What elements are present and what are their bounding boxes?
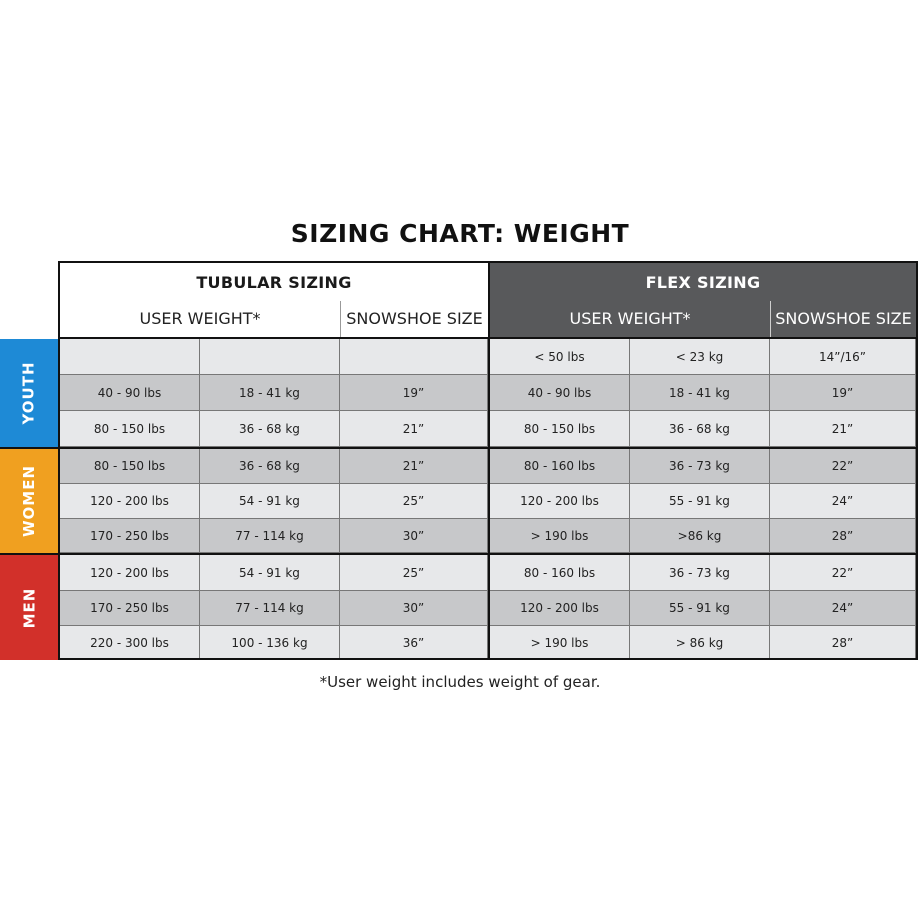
tubular-header-divider <box>340 301 341 338</box>
table-row: 80 - 150 lbs 36 - 68 kg 21” 80 - 160 lbs 36 … <box>60 449 916 484</box>
tubular-snowshoe-size-cell: 30” <box>340 519 488 553</box>
flex-weight-kg-cell: 36 - 73 kg <box>630 449 770 484</box>
flex-snowshoe-size-cell: 19” <box>770 375 916 411</box>
flex-weight-lbs-cell: 80 - 150 lbs <box>490 411 630 447</box>
tubular-weight-lbs-cell <box>60 339 200 375</box>
flex-snowshoe-size-cell: 22” <box>770 555 916 591</box>
tubular-weight-lbs-cell: 120 - 200 lbs <box>60 555 200 591</box>
flex-weight-lbs-cell: < 50 lbs <box>490 339 630 375</box>
tubular-snowshoe-size-cell: 30” <box>340 591 488 626</box>
flex-snowshoe-size-cell: 22” <box>770 449 916 484</box>
table-row: 40 - 90 lbs 18 - 41 kg 19” 40 - 90 lbs 18 - … <box>60 375 916 411</box>
flex-user-weight-header: USER WEIGHT* <box>569 309 691 328</box>
tubular-weight-kg-cell: 77 - 114 kg <box>200 591 340 626</box>
flex-header-divider <box>770 301 771 338</box>
table-row: 80 - 150 lbs 36 - 68 kg 21” 80 - 150 lbs 36 … <box>60 411 916 447</box>
table-row: 170 - 250 lbs 77 - 114 kg 30” > 190 lbs >86 … <box>60 519 916 553</box>
tubular-weight-lbs-cell: 80 - 150 lbs <box>60 449 200 484</box>
tubular-weight-kg-cell: 36 - 68 kg <box>200 411 340 447</box>
category-youth-label: YOUTH <box>20 361 39 425</box>
tubular-weight-kg-cell: 54 - 91 kg <box>200 555 340 591</box>
flex-weight-lbs-cell: 120 - 200 lbs <box>490 484 630 519</box>
category-women-label: WOMEN <box>20 464 38 538</box>
flex-snowshoe-size-cell: 14”/16” <box>770 339 916 375</box>
table-row: < 50 lbs < 23 kg 14”/16” <box>60 339 916 375</box>
tubular-snowshoe-size-cell: 21” <box>340 449 488 484</box>
flex-header-background <box>490 263 916 338</box>
group-divider-women-men <box>0 553 918 555</box>
tubular-weight-kg-cell: 100 - 136 kg <box>200 626 340 660</box>
tubular-weight-lbs-cell: 170 - 250 lbs <box>60 591 200 626</box>
table-row: 220 - 300 lbs 100 - 136 kg 36” > 190 lbs > 8… <box>60 626 916 660</box>
flex-weight-kg-cell: 18 - 41 kg <box>630 375 770 411</box>
flex-weight-lbs-cell: > 190 lbs <box>490 626 630 660</box>
category-youth: YOUTH <box>0 339 58 447</box>
tubular-snowshoe-size-cell: 36” <box>340 626 488 660</box>
tubular-weight-lbs-cell: 80 - 150 lbs <box>60 411 200 447</box>
tubular-weight-kg-cell: 18 - 41 kg <box>200 375 340 411</box>
category-men-label: MEN <box>19 587 38 628</box>
tubular-snowshoe-size-cell <box>340 339 488 375</box>
tubular-weight-lbs-cell: 170 - 250 lbs <box>60 519 200 553</box>
tubular-weight-lbs-cell: 120 - 200 lbs <box>60 484 200 519</box>
table-row: 120 - 200 lbs 54 - 91 kg 25” 80 - 160 lbs 36… <box>60 555 916 591</box>
flex-weight-lbs-cell: 40 - 90 lbs <box>490 375 630 411</box>
tubular-flex-divider <box>488 261 490 660</box>
tubular-weight-lbs-cell: 40 - 90 lbs <box>60 375 200 411</box>
flex-weight-kg-cell: 55 - 91 kg <box>630 484 770 519</box>
tubular-snowshoe-size-cell: 19” <box>340 375 488 411</box>
flex-sizing-heading: FLEX SIZING <box>645 273 761 292</box>
flex-weight-kg-cell: 36 - 73 kg <box>630 555 770 591</box>
table-row: 170 - 250 lbs 77 - 114 kg 30” 120 - 200 lbs… <box>60 591 916 626</box>
flex-snowshoe-size-cell: 24” <box>770 591 916 626</box>
tubular-snowshoe-size-header: SNOWSHOE SIZE <box>346 309 483 328</box>
flex-weight-lbs-cell: > 190 lbs <box>490 519 630 553</box>
tubular-weight-kg-cell <box>200 339 340 375</box>
flex-weight-lbs-cell: 80 - 160 lbs <box>490 555 630 591</box>
tubular-snowshoe-size-cell: 21” <box>340 411 488 447</box>
tubular-weight-kg-cell: 54 - 91 kg <box>200 484 340 519</box>
tubular-weight-kg-cell: 77 - 114 kg <box>200 519 340 553</box>
flex-weight-lbs-cell: 120 - 200 lbs <box>490 591 630 626</box>
footnote: *User weight includes weight of gear. <box>319 673 601 691</box>
tubular-sizing-heading: TUBULAR SIZING <box>196 273 352 292</box>
flex-weight-kg-cell: 55 - 91 kg <box>630 591 770 626</box>
flex-weight-lbs-cell: 80 - 160 lbs <box>490 449 630 484</box>
flex-weight-kg-cell: >86 kg <box>630 519 770 553</box>
category-men: MEN <box>0 555 58 660</box>
flex-snowshoe-size-cell: 28” <box>770 626 916 660</box>
tubular-user-weight-header: USER WEIGHT* <box>139 309 261 328</box>
flex-weight-kg-cell: 36 - 68 kg <box>630 411 770 447</box>
page-title: SIZING CHART: WEIGHT <box>290 219 630 248</box>
flex-snowshoe-size-cell: 28” <box>770 519 916 553</box>
group-divider-youth-women <box>0 447 918 449</box>
table-row: 120 - 200 lbs 54 - 91 kg 25” 120 - 200 lbs 5… <box>60 484 916 519</box>
flex-weight-kg-cell: < 23 kg <box>630 339 770 375</box>
tubular-snowshoe-size-cell: 25” <box>340 484 488 519</box>
flex-snowshoe-size-cell: 24” <box>770 484 916 519</box>
tubular-weight-kg-cell: 36 - 68 kg <box>200 449 340 484</box>
flex-snowshoe-size-cell: 21” <box>770 411 916 447</box>
flex-snowshoe-size-header: SNOWSHOE SIZE <box>775 309 912 328</box>
category-women: WOMEN <box>0 449 58 553</box>
tubular-snowshoe-size-cell: 25” <box>340 555 488 591</box>
